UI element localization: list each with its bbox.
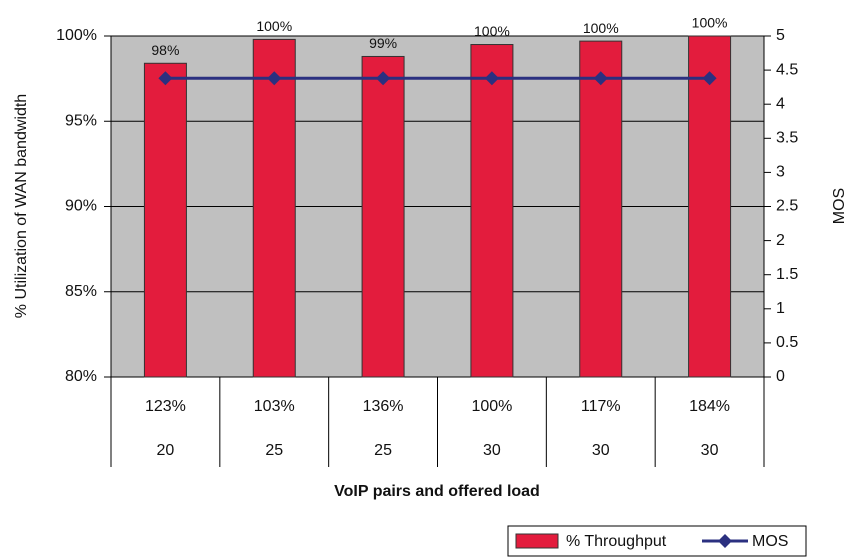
y2-tick-label: 4 — [776, 95, 785, 112]
x-tick-label: 100% — [471, 398, 512, 415]
x-tick-label: 123% — [145, 398, 186, 415]
legend-label: % Throughput — [566, 533, 667, 550]
value-label: 100% — [583, 20, 619, 36]
bar — [252, 38, 296, 378]
x-tick-label: 117% — [581, 398, 621, 415]
y-tick-label: 100% — [56, 27, 97, 44]
mos-marker — [158, 71, 173, 86]
x-tick-label: 136% — [363, 398, 404, 415]
x-axis-title: VoIP pairs and offered load — [334, 483, 540, 500]
y2-tick-label: 1.5 — [776, 266, 798, 283]
bar — [143, 62, 187, 378]
y2-tick-label: 1 — [776, 300, 785, 317]
bar — [579, 40, 623, 378]
x-group-label: 30 — [701, 442, 719, 459]
y2-tick-label: 4.5 — [776, 61, 798, 78]
mos-marker — [484, 71, 499, 86]
y-tick-label: 95% — [65, 112, 97, 129]
value-label: 100% — [256, 18, 292, 34]
value-label: 100% — [692, 15, 728, 31]
y2-tick-label: 5 — [776, 27, 785, 44]
y-axis-title: % Utilization of WAN bandwidth — [13, 94, 30, 318]
x-group-label: 25 — [265, 442, 283, 459]
y2-tick-label: 2 — [776, 232, 785, 249]
y2-tick-label: 2.5 — [776, 198, 798, 215]
x-tick-label: 103% — [254, 398, 295, 415]
mos-marker — [376, 71, 391, 86]
y2-tick-label: 3.5 — [776, 130, 798, 147]
value-label: 99% — [369, 35, 397, 51]
legend-swatch — [515, 533, 559, 549]
y2-tick-label: 0.5 — [776, 334, 798, 351]
x-group-label: 25 — [374, 442, 392, 459]
x-group-label: 30 — [483, 442, 501, 459]
x-group-label: 30 — [592, 442, 610, 459]
x-tick-label: 184% — [689, 398, 730, 415]
mos-marker — [702, 71, 717, 86]
y-tick-label: 85% — [65, 283, 97, 300]
y2-axis-title: MOS — [831, 188, 848, 224]
y2-tick-label: 3 — [776, 164, 785, 181]
bar — [470, 44, 514, 378]
legend-label: MOS — [752, 533, 788, 550]
bar — [688, 35, 732, 378]
value-label: 100% — [474, 23, 510, 39]
legend-marker — [718, 534, 732, 548]
value-label: 98% — [151, 42, 179, 58]
y-tick-label: 80% — [65, 368, 97, 385]
y2-tick-label: 0 — [776, 368, 785, 385]
bar — [361, 55, 405, 378]
x-group-label: 20 — [157, 442, 175, 459]
mos-marker — [267, 71, 282, 86]
mos-marker — [593, 71, 608, 86]
y-tick-label: 90% — [65, 198, 97, 215]
